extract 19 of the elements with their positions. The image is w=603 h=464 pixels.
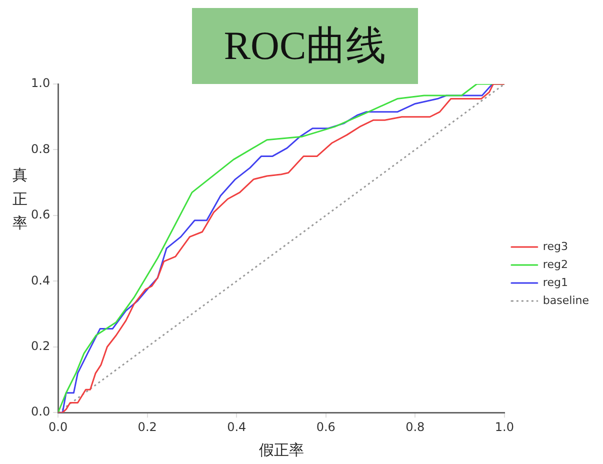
x-tick-label: 1.0 (494, 420, 514, 434)
x-tick-label: 0.0 (48, 420, 68, 434)
y-axis-title: 真正率 (12, 166, 28, 232)
x-tick-label: 0.6 (316, 420, 336, 434)
y-tick-label: 0.6 (30, 208, 50, 222)
legend-label: reg2 (542, 258, 568, 271)
y-tick-label: 0.2 (30, 339, 50, 354)
x-axis-title: 假正率 (258, 440, 304, 459)
y-tick-label: 0.4 (30, 273, 50, 288)
legend-label: reg1 (542, 276, 568, 289)
y-tick-label: 0.8 (30, 142, 50, 156)
legend-label: reg3 (542, 240, 568, 253)
x-tick-label: 0.2 (138, 420, 157, 434)
y-tick-label: 1.0 (30, 76, 50, 90)
legend-label: baseline (542, 294, 590, 307)
x-tick-label: 0.8 (406, 420, 425, 434)
chart-title: ROC曲线 (192, 8, 418, 84)
y-tick-label: 0.0 (30, 404, 50, 419)
x-tick-label: 0.4 (227, 420, 246, 434)
